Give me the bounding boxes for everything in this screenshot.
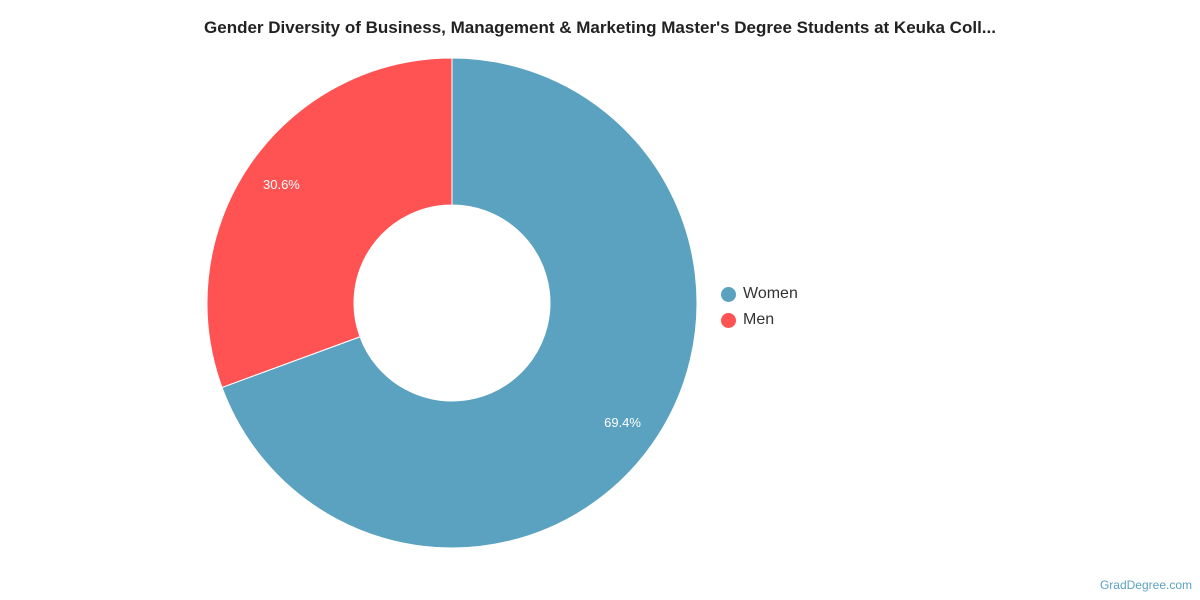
data-label: 30.6%: [263, 177, 300, 192]
legend-label: Men: [743, 311, 775, 328]
legend-swatch: [721, 312, 736, 328]
data-label: 69.4%: [604, 415, 641, 430]
slice-women[interactable]: [221, 57, 698, 549]
legend-item-men[interactable]: Men: [721, 307, 798, 333]
watermark[interactable]: GradDegree.com: [1099, 578, 1192, 592]
chart-title: Gender Diversity of Business, Management…: [204, 18, 996, 37]
legend-label: Women: [743, 285, 798, 302]
slice-men[interactable]: [206, 57, 453, 389]
legend: Women Men: [721, 281, 798, 333]
legend-item-women[interactable]: Women: [721, 281, 798, 307]
legend-swatch: [721, 286, 736, 302]
